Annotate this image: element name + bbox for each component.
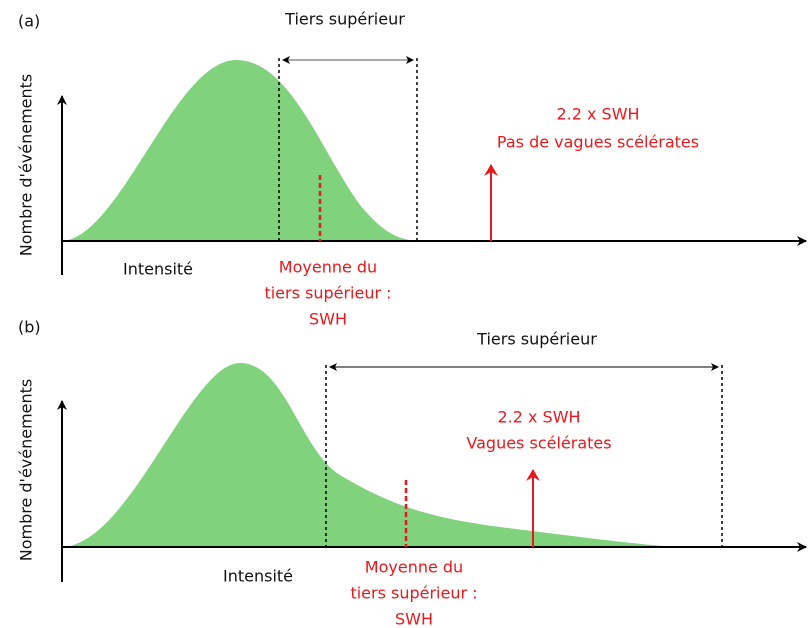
range-label: Tiers supérieur (284, 10, 405, 29)
mean-label: tiers supérieur : (350, 584, 477, 603)
distribution (62, 363, 680, 547)
distribution (62, 60, 420, 241)
range-label: Tiers supérieur (476, 330, 597, 349)
mean-label: Moyenne du (279, 258, 377, 277)
panel-b: (b) Tiers supérieur Nombre d'événements … (17, 318, 807, 628)
mean-label: SWH (309, 310, 347, 329)
panel-a: (a) Tiers supérieur Nombre d'événements … (17, 10, 807, 329)
x-axis-label: Intensité (123, 260, 193, 279)
threshold-label: Pas de vagues scélérates (497, 133, 699, 152)
x-axis-label: Intensité (223, 567, 293, 586)
mean-label: tiers supérieur : (264, 284, 391, 303)
threshold-label: 2.2 x SWH (556, 105, 639, 124)
mean-label: Moyenne du (365, 558, 463, 577)
y-axis-label: Nombre d'événements (17, 379, 36, 562)
panel-label: (b) (18, 318, 41, 337)
panel-label: (a) (18, 12, 40, 31)
mean-label: SWH (395, 610, 433, 628)
y-axis-label: Nombre d'événements (17, 74, 36, 257)
threshold-label: 2.2 x SWH (497, 408, 580, 427)
threshold-label: Vagues scélérates (466, 434, 611, 453)
